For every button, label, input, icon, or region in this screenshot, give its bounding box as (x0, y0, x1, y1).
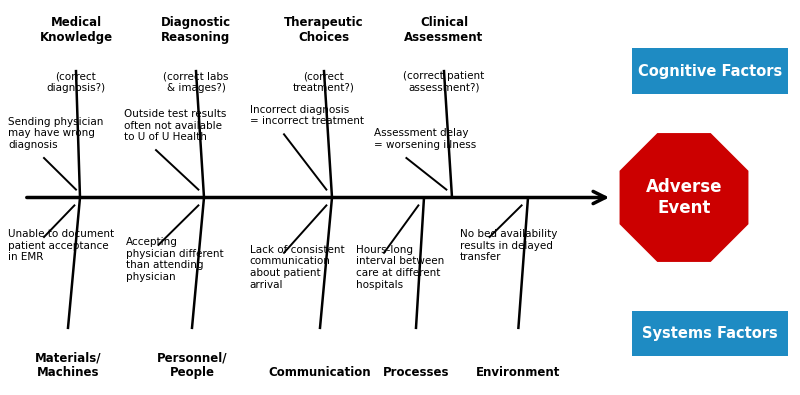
Text: Incorrect diagnosis
= incorrect treatment: Incorrect diagnosis = incorrect treatmen… (250, 105, 363, 126)
Text: Clinical
Assessment: Clinical Assessment (404, 16, 484, 44)
Text: Materials/
Machines: Materials/ Machines (34, 351, 102, 379)
Text: (correct
treatment?): (correct treatment?) (293, 71, 355, 93)
Text: Therapeutic
Choices: Therapeutic Choices (284, 16, 364, 44)
Text: No bed availability
results in delayed
transfer: No bed availability results in delayed t… (460, 229, 558, 262)
Text: (correct patient
assessment?): (correct patient assessment?) (403, 71, 485, 93)
Text: Assessment delay
= worsening illness: Assessment delay = worsening illness (374, 128, 477, 150)
Text: Personnel/
People: Personnel/ People (157, 351, 227, 379)
Text: (correct
diagnosis?): (correct diagnosis?) (46, 71, 106, 93)
Polygon shape (618, 131, 750, 264)
FancyBboxPatch shape (632, 311, 788, 356)
Text: Accepting
physician different
than attending
physician: Accepting physician different than atten… (126, 237, 224, 282)
Text: Unable to document
patient acceptance
in EMR: Unable to document patient acceptance in… (8, 229, 114, 262)
Text: Processes: Processes (382, 366, 450, 379)
Text: Sending physician
may have wrong
diagnosis: Sending physician may have wrong diagnos… (8, 117, 103, 150)
Text: Environment: Environment (476, 366, 561, 379)
Text: Cognitive Factors: Cognitive Factors (638, 64, 782, 79)
Text: Medical
Knowledge: Medical Knowledge (39, 16, 113, 44)
FancyBboxPatch shape (632, 49, 788, 94)
Polygon shape (611, 125, 757, 270)
Text: Hours-long
interval between
care at different
hospitals: Hours-long interval between care at diff… (356, 245, 444, 290)
Text: Outside test results
often not available
to U of U Health: Outside test results often not available… (124, 109, 226, 142)
Text: Adverse
Event: Adverse Event (646, 178, 722, 217)
Text: Lack of consistent
communication
about patient
arrival: Lack of consistent communication about p… (250, 245, 344, 290)
Text: Communication: Communication (269, 366, 371, 379)
Text: Diagnostic
Reasoning: Diagnostic Reasoning (161, 16, 231, 44)
Text: Systems Factors: Systems Factors (642, 326, 778, 341)
Text: (correct labs
& images?): (correct labs & images?) (163, 71, 229, 93)
